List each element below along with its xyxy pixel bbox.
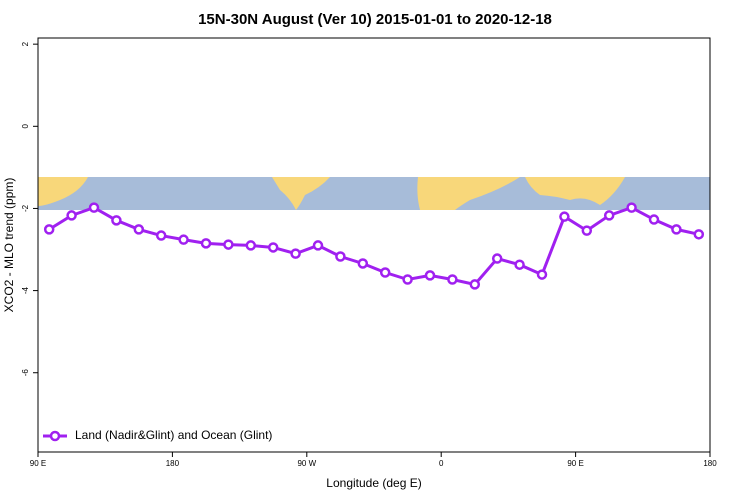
point bbox=[178, 234, 189, 245]
point bbox=[66, 210, 77, 221]
point bbox=[491, 253, 503, 264]
x-tick-label: 180 bbox=[166, 459, 180, 468]
point bbox=[447, 274, 458, 285]
x-tick-label: 180 bbox=[703, 459, 717, 468]
point bbox=[290, 248, 301, 259]
y-tick-label: 2 bbox=[21, 41, 30, 46]
point bbox=[357, 258, 369, 269]
point bbox=[245, 240, 257, 251]
x-axis-label: Longitude (deg E) bbox=[326, 476, 421, 490]
point bbox=[88, 202, 100, 213]
legend-marker bbox=[49, 430, 61, 442]
point bbox=[626, 202, 637, 213]
y-tick-label: 0 bbox=[21, 124, 30, 129]
point bbox=[671, 224, 682, 235]
point bbox=[133, 224, 145, 235]
point bbox=[379, 267, 391, 278]
point bbox=[603, 210, 615, 221]
plot-frame bbox=[37, 37, 711, 453]
x-tick-label: 90 W bbox=[297, 459, 316, 468]
point bbox=[424, 270, 436, 281]
y-tick-label: -4 bbox=[21, 286, 30, 294]
chart-title: 15N-30N August (Ver 10) 2015-01-01 to 20… bbox=[198, 11, 552, 28]
x-tick-label: 90 E bbox=[30, 459, 46, 468]
point bbox=[536, 269, 548, 280]
x-tick-label: 0 bbox=[439, 459, 444, 468]
point bbox=[312, 240, 324, 251]
point bbox=[111, 215, 122, 226]
legend-label: Land (Nadir&Glint) and Ocean (Glint) bbox=[75, 428, 272, 442]
point bbox=[469, 279, 481, 290]
map-strip bbox=[38, 177, 710, 210]
y-axis-label: XCO2 - MLO trend (ppm) bbox=[2, 178, 16, 313]
y-tick-label: -6 bbox=[21, 369, 30, 377]
point bbox=[223, 239, 234, 250]
y-tick-label: -2 bbox=[21, 204, 30, 212]
point bbox=[559, 211, 570, 222]
point bbox=[200, 238, 212, 249]
point bbox=[267, 242, 279, 253]
point bbox=[693, 229, 705, 240]
point bbox=[43, 224, 55, 235]
point bbox=[648, 214, 660, 225]
point bbox=[581, 225, 593, 236]
point bbox=[514, 259, 525, 270]
point bbox=[402, 274, 413, 285]
point bbox=[155, 230, 167, 241]
point bbox=[335, 251, 346, 262]
x-tick-label: 90 E bbox=[567, 459, 583, 468]
series-line bbox=[48, 205, 700, 287]
